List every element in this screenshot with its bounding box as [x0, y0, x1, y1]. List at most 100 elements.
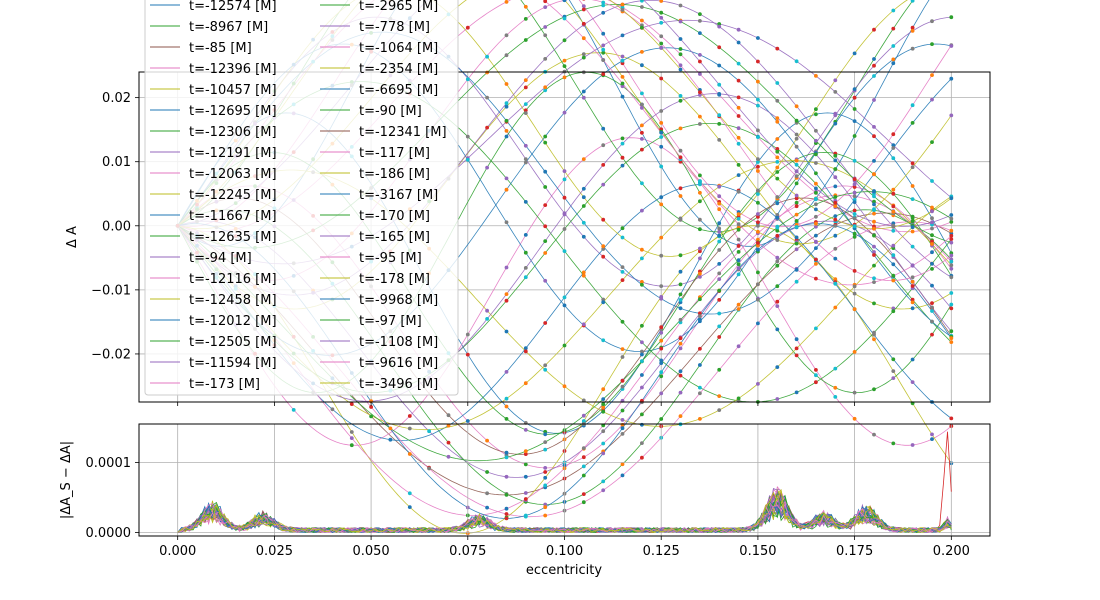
series-point [891, 146, 896, 150]
series-point [736, 78, 741, 83]
series-point [736, 344, 741, 349]
series-point [504, 187, 509, 192]
series-point [717, 45, 722, 50]
series-point [794, 174, 799, 179]
series-point [794, 144, 799, 149]
legend-label: t=-90 [M] [359, 104, 422, 119]
series-point [872, 263, 876, 268]
series-point [794, 200, 799, 205]
series-point [891, 132, 896, 137]
series-point [678, 148, 683, 153]
legend-label: t=-12341 [M] [359, 125, 447, 140]
legend-label: t=-12574 [M] [189, 0, 277, 14]
series-point [736, 95, 741, 100]
series-point [794, 353, 799, 358]
series-point [640, 280, 644, 284]
series-point [640, 256, 644, 261]
series-point [756, 59, 760, 64]
series-point [949, 76, 954, 81]
series-point [485, 317, 489, 321]
series-point [543, 140, 548, 145]
series-point [717, 22, 722, 26]
series-point [814, 202, 818, 207]
series-point [601, 58, 606, 62]
series-point [756, 382, 760, 386]
series-point [930, 432, 934, 437]
series-point [852, 51, 857, 56]
series-point [581, 4, 586, 8]
series-point [717, 277, 722, 281]
series-point [659, 296, 664, 301]
series-point [543, 251, 548, 255]
series-point [581, 195, 586, 200]
series-point [698, 122, 702, 126]
series-point [678, 19, 683, 24]
legend-label: t=-165 [M] [359, 230, 430, 245]
series-point [678, 292, 683, 297]
legend-label: t=-12505 [M] [189, 335, 277, 350]
series-point [543, 85, 548, 90]
series-point [601, 47, 606, 52]
series-point [891, 253, 896, 258]
series-point [775, 147, 780, 151]
series-point [659, 417, 664, 421]
series-point [465, 419, 470, 423]
series-point [581, 464, 586, 469]
series-point [872, 330, 876, 335]
series-point [504, 450, 509, 455]
legend-label: t=-12396 [M] [189, 62, 277, 77]
series-point [833, 121, 838, 126]
series-point [736, 61, 741, 66]
series-point [523, 200, 528, 204]
series-point [794, 212, 799, 217]
series-point [640, 0, 644, 3]
series-point [949, 44, 954, 48]
series-point [581, 270, 586, 275]
series-point [640, 455, 644, 460]
series-point [543, 440, 548, 444]
series-point [620, 54, 625, 59]
top-x-ticks [177, 402, 952, 406]
series-point [756, 321, 760, 326]
series-point [852, 307, 857, 312]
series-point [659, 391, 664, 396]
series-point [504, 474, 509, 479]
series-point [698, 314, 702, 318]
series-point [446, 423, 451, 428]
series-point [581, 273, 586, 278]
series-point [659, 284, 664, 288]
series-point [581, 492, 586, 496]
series-point [620, 384, 625, 389]
series-point [949, 266, 954, 271]
series-point [601, 10, 606, 15]
series-point [620, 84, 625, 89]
series-point [659, 34, 664, 39]
series-point [717, 367, 722, 372]
series-point [949, 416, 954, 421]
series-point [814, 257, 818, 262]
series-point [833, 395, 838, 399]
series-point [756, 270, 760, 275]
series-point [523, 233, 528, 237]
series-point [794, 279, 799, 284]
series-point [717, 229, 722, 234]
series-point [775, 170, 780, 174]
series-point [756, 237, 760, 242]
top-y-tick-label: −0.02 [91, 347, 131, 362]
series-point [543, 432, 548, 437]
series-point [756, 247, 760, 252]
series-point [794, 346, 799, 351]
series-point [601, 338, 606, 343]
series-point [349, 402, 354, 406]
series-point [485, 54, 489, 59]
series-point [523, 346, 528, 351]
series-point [698, 363, 702, 367]
series-point [736, 141, 741, 146]
series-point [949, 237, 954, 242]
series-point [678, 3, 683, 8]
series-point [756, 220, 760, 225]
series-point [601, 244, 606, 249]
series-point [794, 247, 799, 252]
series-point [872, 250, 876, 254]
